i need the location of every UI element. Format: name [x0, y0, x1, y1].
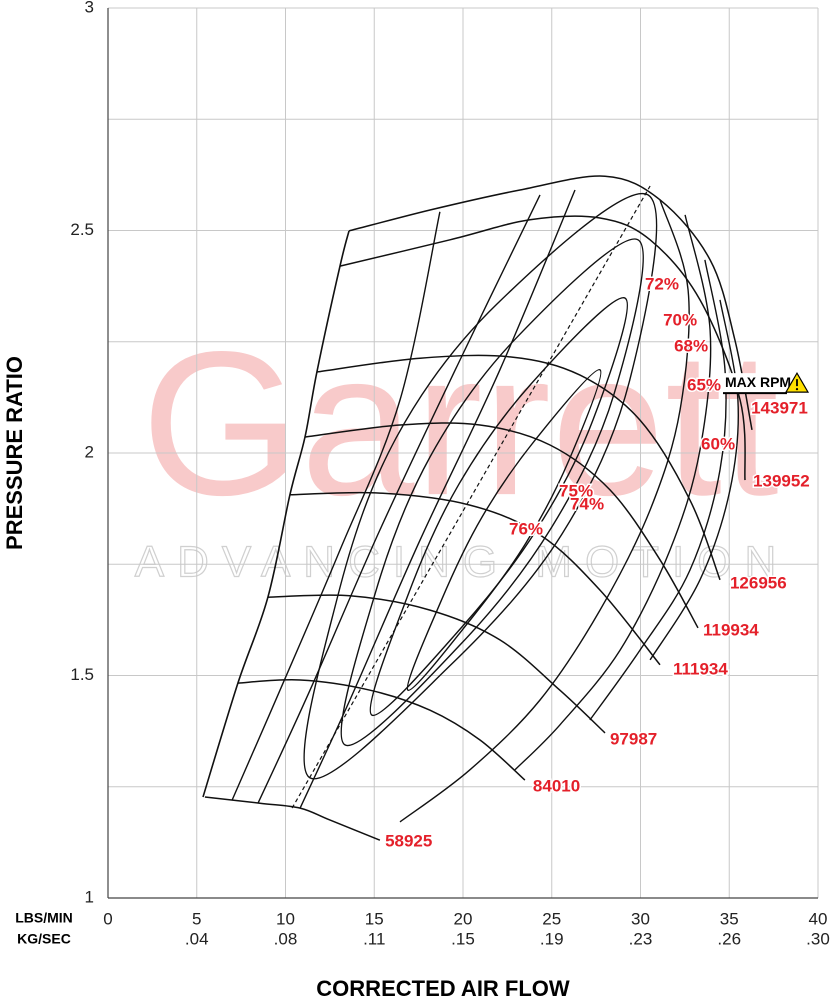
- efficiency-island: [299, 189, 690, 823]
- peak-efficiency-line: [291, 185, 651, 809]
- speed-label: 84010: [533, 777, 580, 796]
- x2-tick-label: .26: [717, 929, 741, 948]
- y-tick-label: 2: [85, 442, 94, 461]
- surge-line: [202, 230, 350, 798]
- efficiency-label: 72%: [645, 274, 679, 293]
- max-rpm-bg: [722, 373, 789, 394]
- efficiency-label: 74%: [570, 495, 604, 514]
- y-axis-title: PRESSURE RATIO: [2, 356, 27, 550]
- y-tick-label: 2.5: [70, 220, 94, 239]
- speed-label: 143971: [751, 398, 808, 417]
- efficiency-label: 70%: [663, 310, 697, 329]
- y-tick-label: 1: [85, 887, 94, 906]
- speed-line: [267, 594, 606, 734]
- max-rpm-label: MAX RPM: [725, 374, 791, 390]
- efficiency-island: [231, 211, 727, 801]
- speed-line: [304, 422, 699, 629]
- x-tick-label: 25: [542, 909, 561, 928]
- efficiency-label: 68%: [674, 337, 708, 356]
- speed-line: [237, 679, 526, 781]
- x-tick-label: 0: [103, 909, 112, 928]
- speed-line: [348, 175, 753, 431]
- x2-tick-label: .08: [274, 929, 298, 948]
- x2-unit-label: KG/SEC: [17, 931, 71, 947]
- x2-tick-label: .15: [451, 929, 475, 948]
- speed-line: [204, 796, 381, 841]
- x2-tick-label: .04: [185, 929, 209, 948]
- x-unit-label: LBS/MIN: [15, 910, 73, 926]
- speed-label: 139952: [753, 471, 810, 490]
- x-tick-label: 5: [192, 909, 201, 928]
- speed-line: [339, 215, 746, 481]
- speed-line: [316, 354, 721, 581]
- x2-tick-label: .30: [806, 929, 830, 948]
- efficiency-island: [303, 192, 658, 780]
- efficiency-island: [340, 238, 644, 747]
- speed-label: 111934: [673, 660, 728, 679]
- y-tick-label: 1.5: [70, 665, 94, 684]
- speed-line: [289, 491, 661, 666]
- efficiency-label: 60%: [701, 434, 735, 453]
- y-tick-label: 3: [85, 0, 94, 16]
- x2-tick-label: .19: [540, 929, 564, 948]
- efficiency-island: [406, 369, 602, 691]
- x-tick-label: 10: [276, 909, 295, 928]
- speed-label: 126956: [730, 573, 787, 592]
- x-tick-label: 40: [809, 909, 828, 928]
- x-axis-title: CORRECTED AIR FLOW: [316, 976, 570, 1001]
- x2-tick-label: .23: [629, 929, 653, 948]
- efficiency-island: [257, 194, 712, 804]
- efficiency-island: [369, 297, 629, 716]
- x-tick-label: 35: [720, 909, 739, 928]
- x-tick-label: 20: [454, 909, 473, 928]
- watermark-tagline: ADVANCING MOTION: [135, 538, 790, 587]
- efficiency-label: 75%: [559, 482, 593, 501]
- speed-label: 97987: [610, 730, 657, 749]
- warning-dot: [795, 388, 799, 391]
- speed-label: 119934: [703, 620, 759, 639]
- efficiency-label: 65%: [687, 375, 721, 394]
- efficiency-label: 76%: [509, 519, 543, 538]
- speed-label: 58925: [385, 831, 432, 850]
- x-tick-label: 15: [365, 909, 384, 928]
- x2-tick-label: .11: [363, 929, 385, 948]
- x-tick-label: 30: [631, 909, 650, 928]
